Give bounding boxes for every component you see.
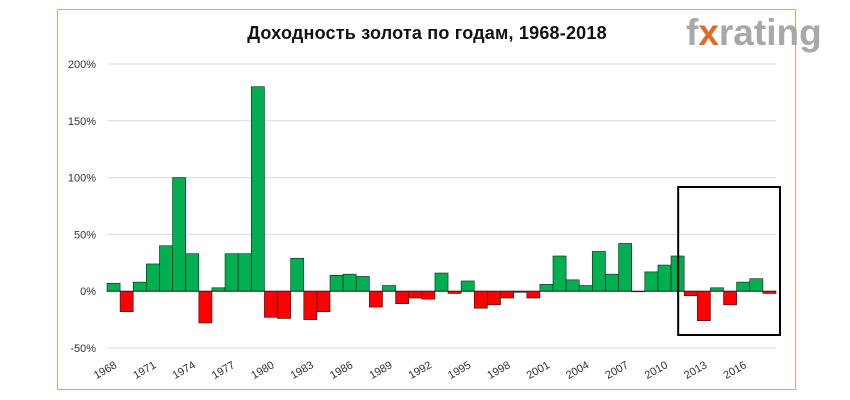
x-tick-label: 1995 — [446, 359, 473, 382]
bar-1996 — [473, 290, 488, 309]
bar-2000 — [526, 290, 541, 299]
bar-1969 — [119, 290, 134, 312]
bar-2003 — [565, 279, 580, 292]
bar-1976 — [211, 287, 226, 292]
x-tick-label: 1968 — [92, 359, 119, 382]
bar-1978 — [237, 253, 252, 292]
chart-title: Доходность золота по годам, 1968-2018 — [247, 23, 607, 43]
bar-1982 — [290, 257, 305, 292]
bar-1970 — [132, 281, 147, 292]
bar-1989 — [382, 285, 396, 292]
bar-1977 — [224, 253, 239, 292]
bar-1971 — [146, 263, 160, 292]
bar-2015 — [723, 290, 737, 306]
x-tick-label: 2007 — [603, 359, 630, 382]
bar-2006 — [605, 273, 619, 292]
bar-1973 — [172, 177, 187, 292]
bar-2016 — [736, 281, 751, 292]
bar-2012 — [683, 290, 698, 297]
bar-1983 — [303, 290, 318, 320]
bar-1995 — [460, 280, 475, 292]
bar-2013 — [696, 290, 711, 322]
bar-1992 — [421, 290, 436, 300]
bar-2014 — [710, 287, 724, 292]
bar-2004 — [578, 285, 593, 292]
bar-1987 — [355, 276, 370, 292]
bar-1981 — [277, 290, 291, 319]
bar-1979 — [250, 86, 265, 292]
bar-1988 — [369, 290, 383, 308]
highlight-box — [677, 186, 781, 336]
x-tick-label: 1980 — [249, 359, 276, 382]
bar-1986 — [342, 273, 357, 292]
y-tick-label: 0% — [80, 286, 96, 298]
x-tick-label: 2010 — [643, 359, 670, 382]
y-tick-label: 50% — [74, 229, 96, 241]
bar-1998 — [500, 290, 514, 299]
bar-1985 — [329, 274, 344, 292]
x-tick-label: 1971 — [131, 359, 158, 382]
bar-1968 — [106, 282, 121, 292]
x-tick-label: 1998 — [485, 359, 512, 382]
bar-2017 — [749, 278, 764, 292]
bar-2001 — [539, 284, 554, 292]
bar-2010 — [657, 264, 672, 292]
x-tick-label: 2013 — [682, 359, 709, 382]
bar-2002 — [552, 255, 567, 292]
x-tick-label: 1992 — [407, 359, 434, 382]
bar-1991 — [408, 290, 423, 299]
bar-2007 — [618, 243, 633, 292]
fxrating-logo: fxrating — [686, 12, 822, 53]
x-tick-label: 2001 — [525, 359, 552, 382]
bar-1980 — [264, 290, 278, 318]
x-tick-label: 1989 — [367, 359, 394, 382]
bar-1984 — [316, 290, 331, 312]
x-tick-label: 2016 — [722, 359, 749, 382]
bar-1990 — [395, 290, 410, 304]
y-tick-label: 200% — [68, 59, 96, 71]
x-tick-label: 2004 — [564, 359, 591, 382]
chart-frame — [57, 9, 796, 390]
x-tick-label: 1974 — [171, 359, 198, 382]
bar-1975 — [198, 290, 213, 324]
bar-1974 — [185, 253, 200, 292]
x-tick-label: 1986 — [328, 359, 355, 382]
bar-2009 — [644, 271, 659, 292]
y-tick-label: 100% — [68, 173, 96, 185]
y-tick-label: 150% — [68, 116, 96, 128]
bar-1972 — [159, 245, 173, 292]
bar-2005 — [592, 251, 606, 292]
x-tick-label: 1983 — [289, 359, 316, 382]
x-tick-label: 1977 — [210, 359, 237, 382]
bar-1997 — [487, 290, 501, 306]
y-tick-label: -50% — [70, 343, 96, 355]
bar-1993 — [434, 272, 449, 292]
